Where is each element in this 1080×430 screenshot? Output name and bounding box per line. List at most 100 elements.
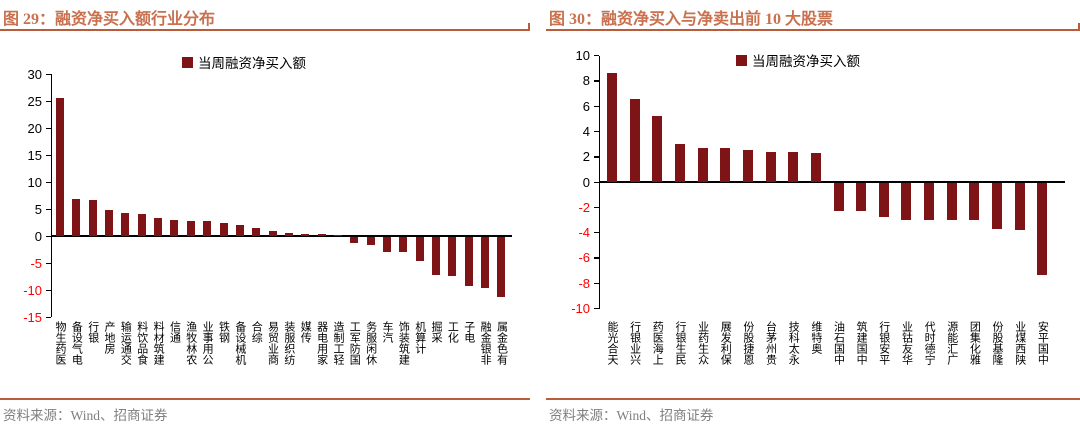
bar-天合光能	[607, 73, 617, 182]
bar-交通运输	[121, 212, 130, 236]
x-axis-label: 份股捷恩	[741, 321, 754, 365]
x-axis-label: 工军防国	[348, 321, 361, 365]
y-axis-tick-label: -6	[578, 250, 590, 266]
x-axis-label: 装服织纺	[282, 321, 295, 365]
y-axis-tick	[594, 206, 599, 209]
bar-平安银行	[878, 183, 889, 218]
bar-建筑材料	[154, 218, 163, 236]
x-axis-label: 团集化雅	[968, 321, 981, 365]
x-axis-label: 车汽	[381, 321, 393, 343]
x-axis-label: 输运通交	[119, 321, 132, 365]
x-axis-label: 行银	[86, 321, 99, 343]
legend-swatch	[182, 56, 193, 68]
y-axis-tick-label: -4	[578, 225, 590, 241]
x-axis-label: 融金银非	[479, 321, 492, 365]
bar-纺织服装	[284, 232, 293, 236]
x-axis-label: 筑建国中	[855, 321, 868, 365]
y-axis-tick-label: 2	[582, 149, 590, 165]
y-axis-tick-label: 0	[582, 174, 590, 190]
bar-华友钴业	[901, 183, 912, 220]
bar-恩捷股份	[742, 150, 753, 182]
x-axis-label: 台茅州贵	[764, 321, 777, 365]
bar-商业贸易	[268, 231, 277, 236]
bar-医药生物	[56, 98, 64, 236]
y-axis-line	[599, 55, 601, 309]
y-axis-tick-label: -10	[571, 301, 590, 316]
y-axis-tick-label: 15	[27, 147, 42, 163]
y-axis-tick-label: 25	[27, 93, 42, 109]
y-axis-tick-label: 10	[27, 174, 42, 190]
y-axis-tick-label: 10	[575, 48, 590, 63]
figure-29-title-underline	[0, 23, 530, 31]
legend-label: 当周融资净买入额	[198, 56, 306, 71]
y-axis-tick	[594, 308, 599, 310]
bar-有色金属	[497, 237, 506, 298]
bar-陕西煤业	[1014, 183, 1025, 230]
x-axis-label: 份股基隆	[991, 321, 1004, 365]
x-axis-label: 铁钢	[217, 321, 230, 343]
x-axis-label: 药医海上	[651, 321, 664, 365]
bar-电气设备	[72, 199, 81, 236]
bar-民生银行	[674, 144, 685, 182]
bar-众生药业	[697, 147, 708, 182]
y-axis-line	[51, 74, 53, 317]
x-axis-label: 油石国中	[832, 321, 845, 365]
y-axis-tick	[46, 154, 51, 156]
x-axis-label: 展发利保	[719, 321, 732, 365]
y-axis-tick	[594, 105, 599, 107]
x-axis-label: 行银生民	[673, 321, 686, 365]
x-axis-label: 备设械机	[233, 321, 246, 365]
bar-上海医药	[652, 116, 663, 182]
x-axis-label: 行银安平	[877, 321, 890, 365]
x-axis-label: 维特奥	[809, 321, 822, 354]
x-axis-label: 备设气电	[70, 321, 83, 365]
y-axis-tick	[46, 262, 51, 264]
x-axis-label: 料饮品食	[135, 321, 148, 365]
y-axis-tick	[46, 235, 51, 237]
x-axis-label: 务服闲休	[364, 321, 377, 365]
y-axis-tick-label: 8	[582, 73, 590, 89]
y-axis-tick	[594, 257, 599, 259]
y-axis-tick-label: -2	[578, 199, 590, 215]
x-axis-label: 工化	[446, 321, 459, 343]
x-axis-label: 子电	[462, 321, 475, 343]
bar-农林牧渔	[186, 220, 195, 236]
figure-29-panel: 图 29：融资净买入额行业分布 30 25 20 15 10 5 0 -5 -10 -15 物生药医…	[0, 0, 530, 430]
legend: 当周融资净买入额	[182, 52, 306, 72]
y-axis-tick	[46, 127, 51, 129]
bar-轻工制造	[333, 235, 342, 236]
x-axis-label: 易贸业商	[266, 321, 279, 365]
figure-30-source-note: 资料来源：Wind、招商证券	[549, 408, 714, 423]
x-axis-label: 安平国中	[1036, 321, 1049, 365]
y-axis-tick-label: 5	[34, 201, 42, 217]
bar-隆基股份	[992, 183, 1003, 229]
bar-化工	[448, 237, 457, 276]
bar-贵州茅台	[765, 151, 776, 182]
x-axis-label: 业事用公	[201, 321, 214, 365]
x-axis-label: 业钴友华	[900, 321, 913, 365]
figure-29-title: 图 29：融资净买入额行业分布	[3, 11, 216, 28]
legend: 当周融资净买入额	[736, 50, 860, 70]
y-axis-tick-label: -8	[578, 275, 590, 291]
bar-宁德时代	[924, 183, 935, 220]
y-axis-tick	[46, 208, 51, 210]
x-axis-label: 料材筑建	[152, 321, 165, 365]
bar-银行	[88, 200, 97, 236]
y-axis-tick-label: 30	[27, 66, 42, 82]
x-axis-label: 产地房	[103, 321, 116, 354]
bar-家用电器	[317, 234, 326, 236]
x-axis-label: 饰装筑建	[397, 321, 410, 365]
y-axis-tick	[46, 100, 51, 102]
figure-30-source-rule	[546, 398, 1080, 400]
bar-机械设备	[235, 225, 244, 236]
bar-广汇能源	[946, 183, 957, 220]
bar-中国石油	[833, 183, 844, 211]
bar-非银金融	[481, 237, 490, 289]
x-axis-label: 机算计	[413, 321, 426, 354]
bar-采掘	[432, 237, 441, 276]
y-axis-tick	[594, 156, 599, 158]
figure-30-chart: 10 8 6 4 2 0 -2 -4 -6 -8 -10 能光合天 行银业兴 药医海上 行银生民 业药生众 展发…	[546, 0, 1080, 430]
y-axis-tick	[594, 181, 599, 183]
x-axis-label: 业煤西陕	[1013, 321, 1026, 365]
